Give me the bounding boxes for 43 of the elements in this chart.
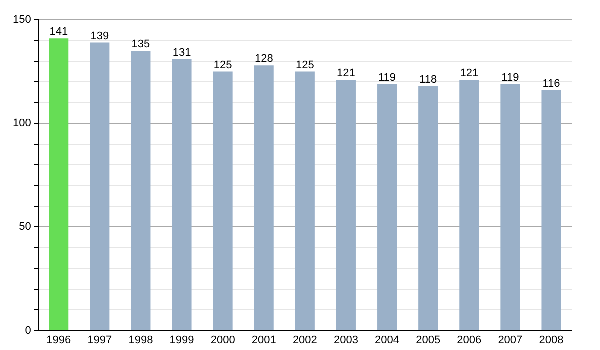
bar [378,84,398,330]
bar [500,84,520,330]
x-tick-label: 2001 [252,334,276,346]
x-tick-label: 2000 [210,334,236,346]
x-tick-label: 2004 [375,334,400,346]
data-label: 121 [460,68,479,80]
y-tick-label: 50 [19,221,32,234]
x-tick-label: 1998 [128,334,154,346]
x-tick-label: 2002 [292,334,318,346]
data-label: 135 [132,38,150,51]
x-tick-label: 2007 [498,334,523,346]
x-tick-label: 2005 [416,334,441,346]
bar [336,80,356,330]
x-tick-label: 2006 [457,334,482,346]
bar [418,86,438,330]
data-label: 141 [50,26,68,38]
data-label: 116 [542,78,560,90]
bar [172,59,192,330]
x-tick-label: 2003 [334,334,358,346]
bar [90,42,110,330]
y-tick-label: 100 [12,118,32,130]
bar [295,72,315,330]
x-tick-label: 1996 [46,334,72,346]
data-label: 131 [172,46,192,59]
y-tick-label: 0 [25,324,32,337]
bar [460,80,480,330]
bar [131,51,151,330]
data-label: 125 [214,59,232,72]
bar [213,72,233,330]
data-label: 118 [420,74,438,86]
x-tick-label: 2008 [539,334,564,346]
y-tick-label: 150 [12,14,32,26]
data-label: 121 [337,68,356,80]
bar [254,66,274,330]
x-tick-label: 1999 [170,334,194,346]
data-label: 119 [378,72,396,84]
data-label: 125 [296,59,314,72]
data-label: 139 [90,30,110,42]
x-tick-label: 1997 [88,334,112,346]
bar [542,90,562,330]
bar [49,38,69,330]
data-label: 128 [254,53,274,66]
data-label: 119 [502,72,520,84]
